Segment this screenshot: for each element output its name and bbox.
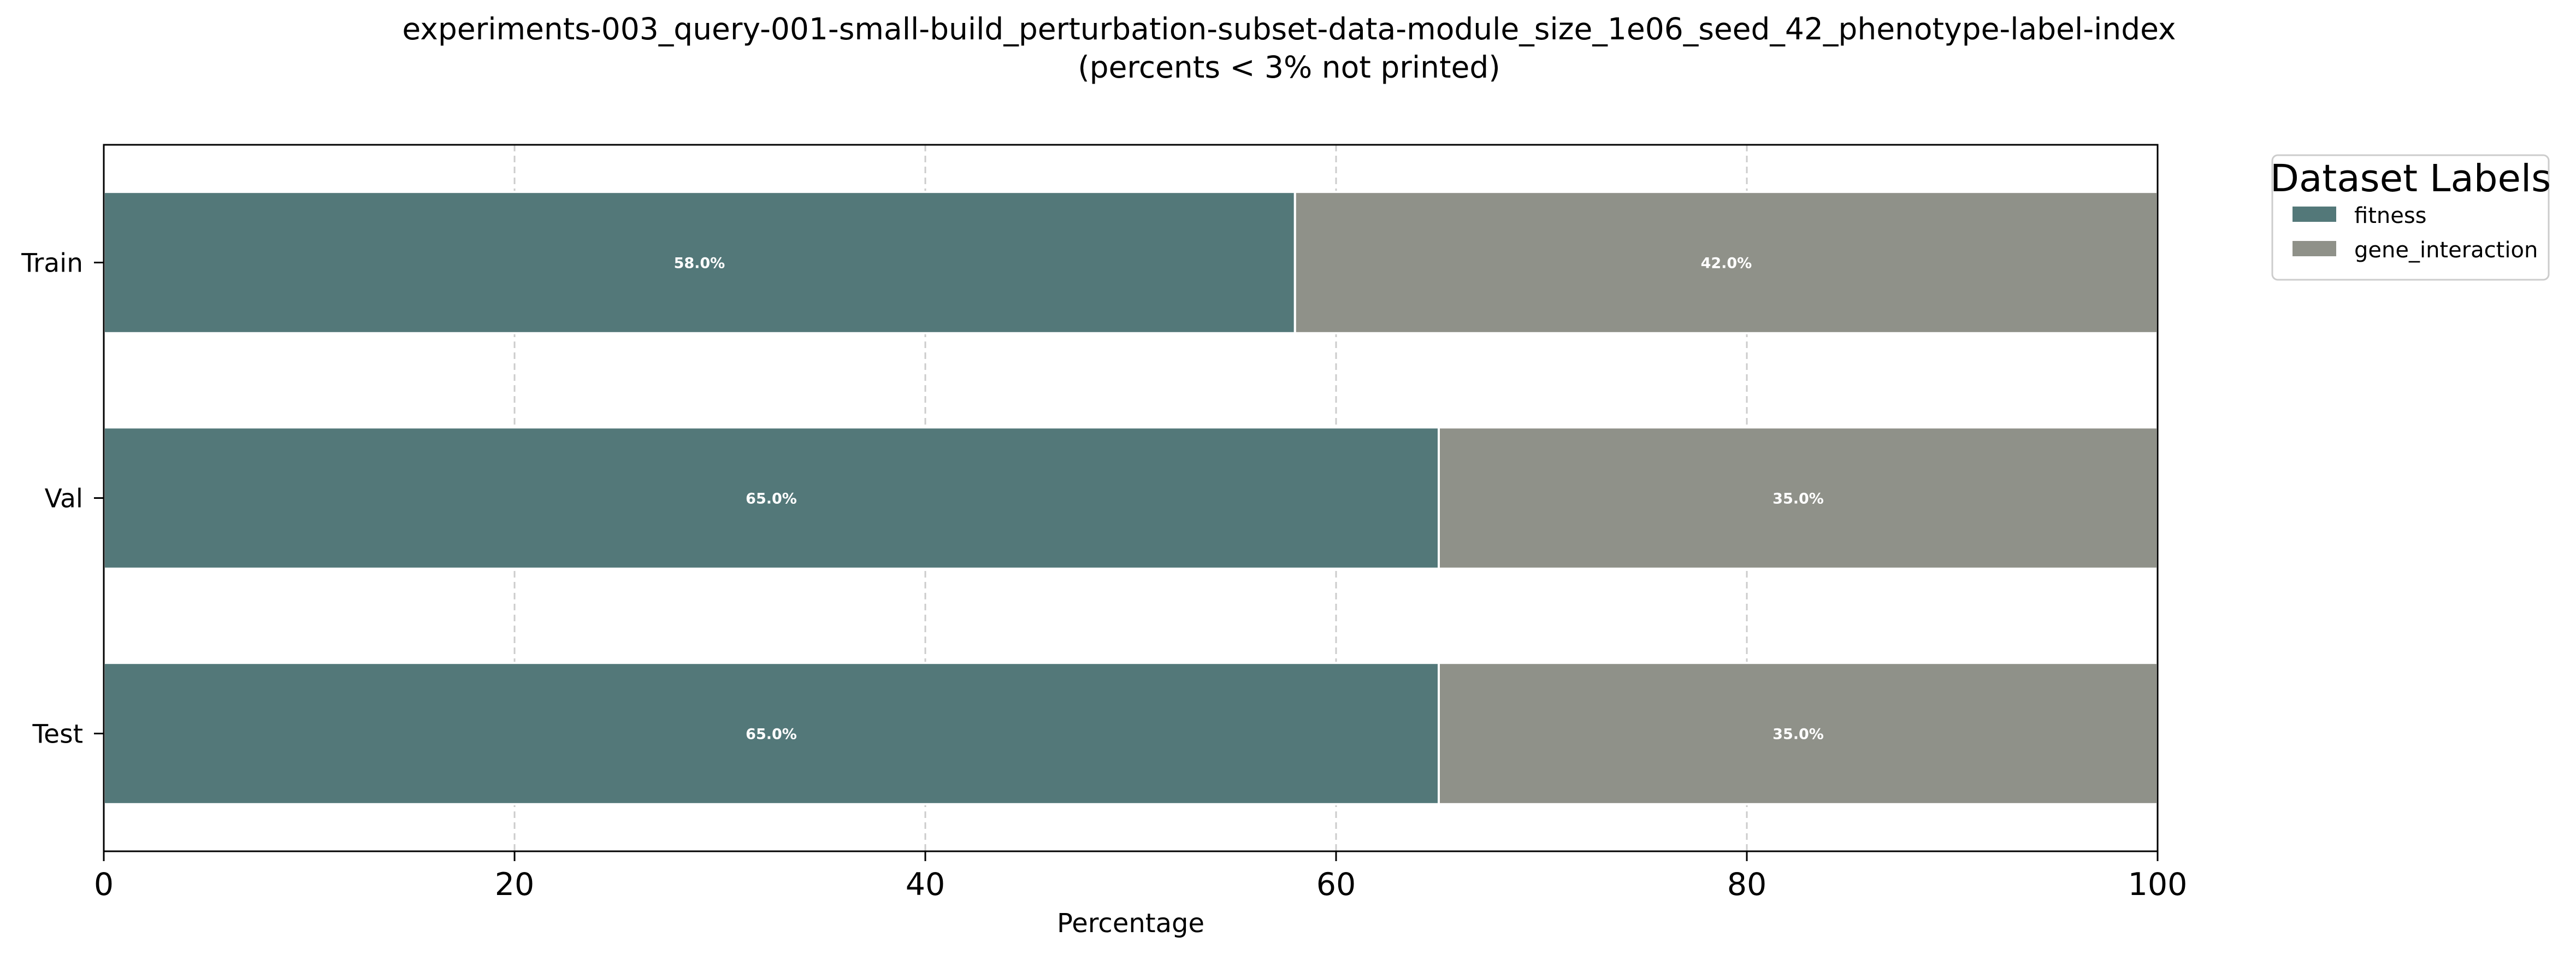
x-tick-label: 20 <box>495 867 535 903</box>
legend-label-gene_interaction: gene_interaction <box>2354 238 2538 263</box>
chart-title: experiments-003_query-001-small-build_pe… <box>402 11 2176 46</box>
legend-frame <box>2271 154 2550 281</box>
legend-title: Dataset Labels <box>2270 157 2551 201</box>
legend-swatch-gene_interaction <box>2293 241 2336 256</box>
legend: Dataset Labels fitness gene_interaction <box>2270 154 2551 281</box>
x-axis-label: Percentage <box>1057 908 1204 939</box>
legend-entries: fitness gene_interaction <box>2293 203 2538 263</box>
bar-fitness-train <box>103 191 1296 334</box>
bar-value-label: 65.0% <box>746 726 797 743</box>
bar-value-label: 35.0% <box>1773 726 1824 743</box>
x-tick-label: 0 <box>94 867 114 903</box>
y-axis: Train Val Test <box>21 249 104 750</box>
bar-gene_interaction-train <box>1293 191 2159 334</box>
bar-gene_interaction-test <box>1438 662 2159 805</box>
bar-value-label: 58.0% <box>674 255 725 272</box>
legend-swatch-fitness <box>2293 207 2336 222</box>
bar-value-label: 42.0% <box>1701 255 1752 272</box>
bar-value-label: 35.0% <box>1773 491 1824 508</box>
x-axis: 0 20 40 60 80 100 <box>94 851 2188 903</box>
x-tick-label: 60 <box>1316 867 1356 903</box>
y-tick-label: Val <box>45 484 83 514</box>
bar-labels: 58.0% 42.0% 65.0% 35.0% 65.0% 35.0% <box>674 255 1824 743</box>
bars <box>103 191 2159 805</box>
y-tick-label: Train <box>21 249 83 279</box>
x-tick-label: 100 <box>2128 867 2188 903</box>
x-tick-label: 80 <box>1727 867 1767 903</box>
x-tick-label: 40 <box>906 867 946 903</box>
bar-gene_interaction-val <box>1438 426 2159 570</box>
bar-fitness-val <box>103 426 1440 570</box>
chart-subtitle: (percents < 3% not printed) <box>1078 50 1500 85</box>
bar-value-label: 65.0% <box>746 491 797 508</box>
y-tick-label: Test <box>32 720 83 750</box>
legend-label-fitness: fitness <box>2354 203 2427 228</box>
